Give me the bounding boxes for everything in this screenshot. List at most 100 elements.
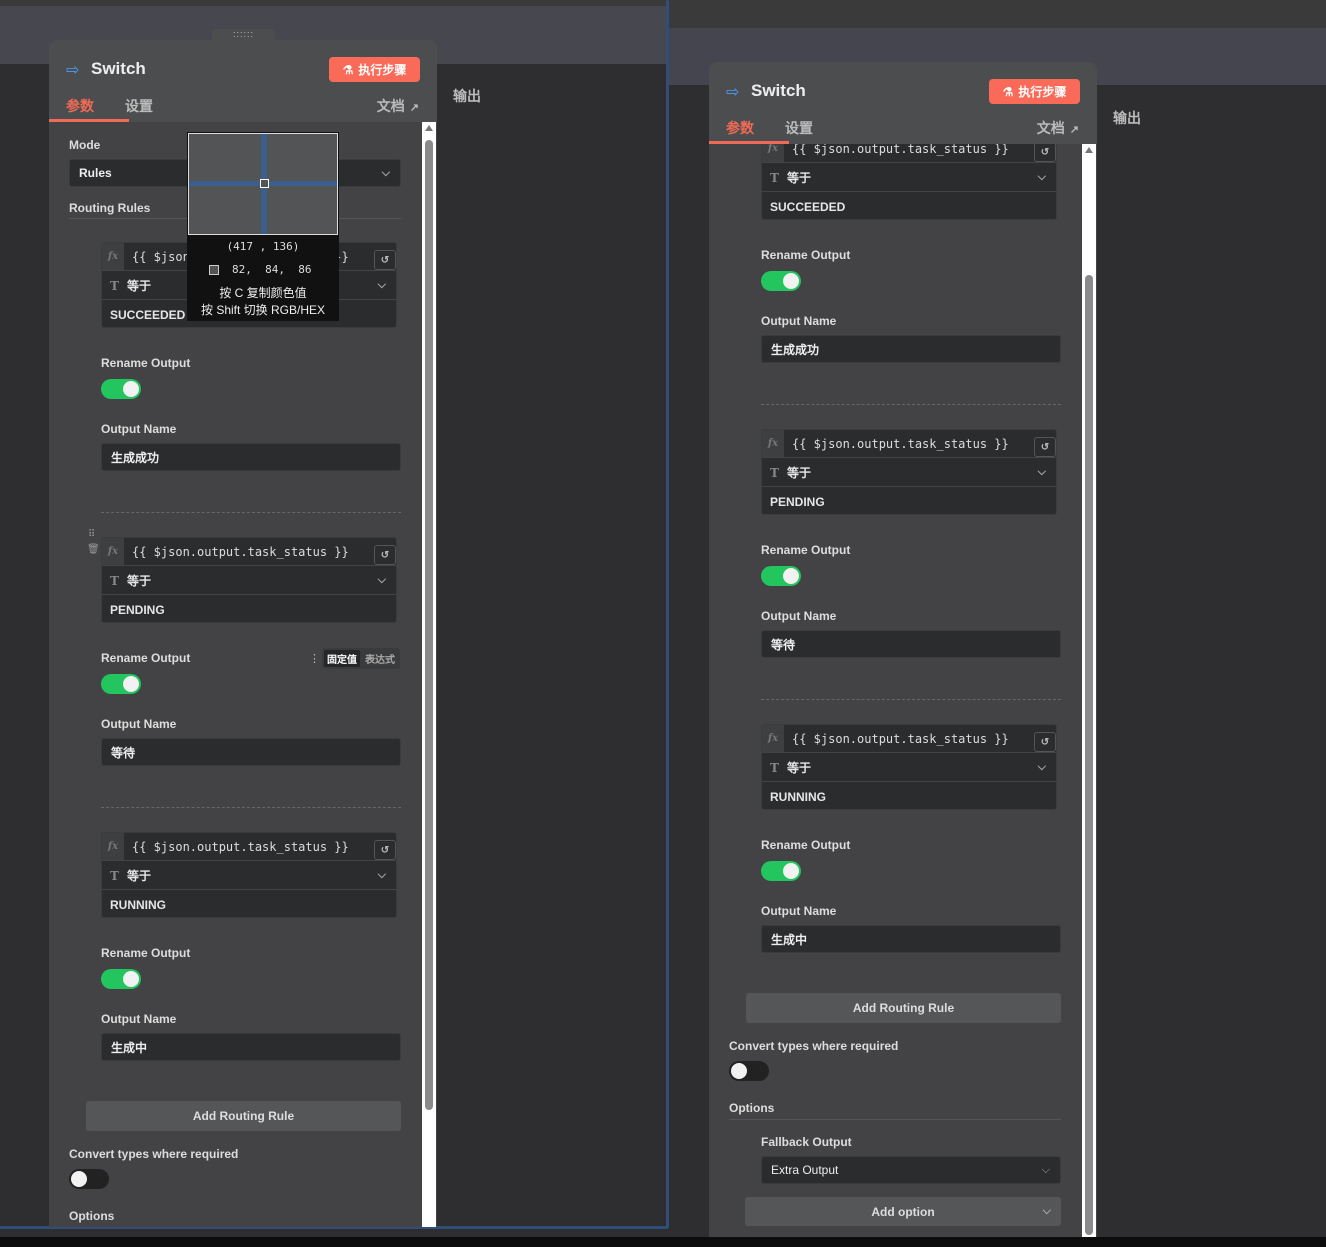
- right-canvas-topbar: [669, 0, 1326, 28]
- operator-select[interactable]: T 等于 ⌵: [762, 459, 1056, 487]
- bottom-strip: [0, 1237, 1326, 1247]
- condition-right-value[interactable]: RUNNING: [762, 783, 1056, 811]
- execute-step-button[interactable]: ⚗ 执行步骤: [329, 57, 420, 82]
- chevron-down-icon: ⌵: [1037, 761, 1046, 773]
- reset-icon[interactable]: ↺: [1034, 732, 1056, 752]
- rename-output-toggle[interactable]: [761, 271, 801, 291]
- scrollbar[interactable]: [422, 122, 436, 1227]
- convert-types-toggle[interactable]: [69, 1169, 109, 1189]
- text-type-icon: T: [110, 278, 119, 293]
- fixed-value-option[interactable]: 固定值: [324, 650, 360, 667]
- condition-left-value[interactable]: fx {{ $json.output.task_status }} ↺: [762, 725, 1056, 753]
- expression-text: {{ $json.output.task_status }}: [792, 436, 1009, 451]
- reset-icon[interactable]: ↺: [374, 545, 396, 565]
- rename-output-label: Rename Output: [761, 838, 851, 852]
- scroll-up-arrow-icon[interactable]: [1085, 147, 1093, 153]
- chevron-down-icon: ⌵: [1037, 171, 1046, 183]
- output-name-input[interactable]: 生成中: [101, 1033, 401, 1061]
- convert-types-toggle[interactable]: [729, 1061, 769, 1081]
- tab-parameters[interactable]: 参数: [726, 120, 754, 136]
- output-name-value: 生成成功: [111, 450, 160, 465]
- rename-output-label: Rename Output: [101, 356, 191, 370]
- picker-rgb: 82, 84, 86: [232, 263, 312, 276]
- drag-rule-icon[interactable]: ⠿: [88, 529, 96, 540]
- condition-left-value[interactable]: fx {{ $json.output.task_status }} ↺: [102, 833, 396, 861]
- external-link-icon: ↗: [1069, 124, 1079, 136]
- rename-output-toggle[interactable]: [101, 674, 141, 694]
- rename-output-toggle[interactable]: [761, 861, 801, 881]
- output-name-input[interactable]: 生成成功: [101, 443, 401, 471]
- condition-right-value[interactable]: RUNNING: [102, 891, 396, 919]
- execute-step-button[interactable]: ⚗ 执行步骤: [989, 79, 1080, 104]
- more-options-icon[interactable]: ⋮: [309, 653, 320, 665]
- output-name-input[interactable]: 等待: [761, 630, 1061, 658]
- fx-icon: fx: [102, 833, 124, 860]
- rename-output-toggle[interactable]: [101, 379, 141, 399]
- condition-right-value[interactable]: PENDING: [102, 596, 396, 624]
- reset-icon[interactable]: ↺: [1034, 144, 1056, 162]
- toggle-knob: [731, 1063, 747, 1079]
- node-title: Switch: [91, 59, 146, 78]
- add-routing-rule-button[interactable]: Add Routing Rule: [746, 993, 1061, 1023]
- rename-output-toggle[interactable]: [101, 969, 141, 989]
- tab-parameters[interactable]: 参数: [66, 98, 94, 114]
- rename-output-toggle[interactable]: [761, 566, 801, 586]
- scroll-up-arrow-icon[interactable]: [425, 125, 433, 131]
- output-name-value: 等待: [771, 637, 796, 652]
- routing-rule: fx {{ $json.output.task_status }} ↺ T 等于 ⌵ RUN…: [761, 724, 1057, 810]
- scrollbar-thumb[interactable]: [1085, 275, 1093, 1235]
- expression-text: {{ $json.output.task_status }}: [792, 144, 1009, 156]
- add-option-label: Add option: [871, 1204, 935, 1219]
- drag-handle[interactable]: ::::::: [212, 29, 275, 43]
- fx-icon: fx: [102, 538, 124, 565]
- condition-left-value[interactable]: fx {{ $json.output.task_status }} ↺: [102, 538, 396, 566]
- toggle-knob: [123, 676, 139, 692]
- panel-header: ⇨ Switch ⚗ 执行步骤 参数 设置 文档 ↗: [49, 40, 437, 122]
- condition-right-value[interactable]: SUCCEEDED: [102, 301, 396, 329]
- add-routing-rule-button[interactable]: Add Routing Rule: [86, 1101, 401, 1131]
- operator-select[interactable]: T 等于 ⌵: [762, 164, 1056, 192]
- text-type-icon: T: [770, 170, 779, 185]
- output-name-input[interactable]: 生成成功: [761, 335, 1061, 363]
- left-canvas-border: [666, 0, 669, 1228]
- toggle-knob: [783, 568, 799, 584]
- reset-icon[interactable]: ↺: [374, 250, 396, 270]
- compare-value: SUCCEEDED: [110, 308, 186, 322]
- docs-link[interactable]: 文档 ↗: [1037, 118, 1079, 138]
- toggle-knob: [123, 381, 139, 397]
- expression-option[interactable]: 表达式: [365, 655, 395, 666]
- routing-rules-label: Routing Rules: [69, 201, 151, 215]
- delete-rule-icon[interactable]: 🗑: [87, 544, 100, 555]
- scrollbar-thumb[interactable]: [425, 140, 433, 1110]
- reset-icon[interactable]: ↺: [374, 840, 396, 860]
- text-type-icon: T: [110, 573, 119, 588]
- fallback-output-label: Fallback Output: [761, 1135, 852, 1149]
- condition-left-value[interactable]: fx {{ $json.output.task_status }} ↺: [762, 430, 1056, 458]
- value-mode-toggle[interactable]: 固定值 表达式: [322, 648, 400, 669]
- reset-icon[interactable]: ↺: [1034, 437, 1056, 457]
- scrollbar[interactable]: [1082, 144, 1096, 1237]
- picker-coords: (417 , 136): [226, 240, 300, 253]
- operator-select[interactable]: T 等于 ⌵: [102, 567, 396, 595]
- tab-settings[interactable]: 设置: [125, 98, 153, 114]
- output-heading-left: 输出: [453, 88, 481, 104]
- expression-text: {{ $json.output.task_status }}: [792, 731, 1009, 746]
- chevron-down-icon: ⌵: [377, 574, 386, 586]
- output-name-input[interactable]: 等待: [101, 738, 401, 766]
- docs-link[interactable]: 文档 ↗: [377, 96, 419, 116]
- condition-right-value[interactable]: PENDING: [762, 488, 1056, 516]
- operator-select[interactable]: T 等于 ⌵: [762, 754, 1056, 782]
- fallback-output-select[interactable]: Extra Output ⌵: [761, 1156, 1061, 1184]
- tab-settings[interactable]: 设置: [785, 120, 813, 136]
- operator-value: 等于: [126, 279, 151, 293]
- operator-select[interactable]: T 等于 ⌵: [102, 862, 396, 890]
- condition-left-value[interactable]: fx {{ $json.output.task_status }} ↺: [762, 144, 1056, 163]
- output-name-input[interactable]: 生成中: [761, 925, 1061, 953]
- fx-icon: fx: [762, 430, 784, 457]
- operator-value: 等于: [786, 466, 811, 480]
- condition-right-value[interactable]: SUCCEEDED: [762, 193, 1056, 221]
- add-option-button[interactable]: Add option ⌵: [745, 1197, 1061, 1226]
- color-picker-overlay: (417 , 136) 82, 84, 86 按 C 复制颜色值 按 Shift…: [187, 132, 339, 321]
